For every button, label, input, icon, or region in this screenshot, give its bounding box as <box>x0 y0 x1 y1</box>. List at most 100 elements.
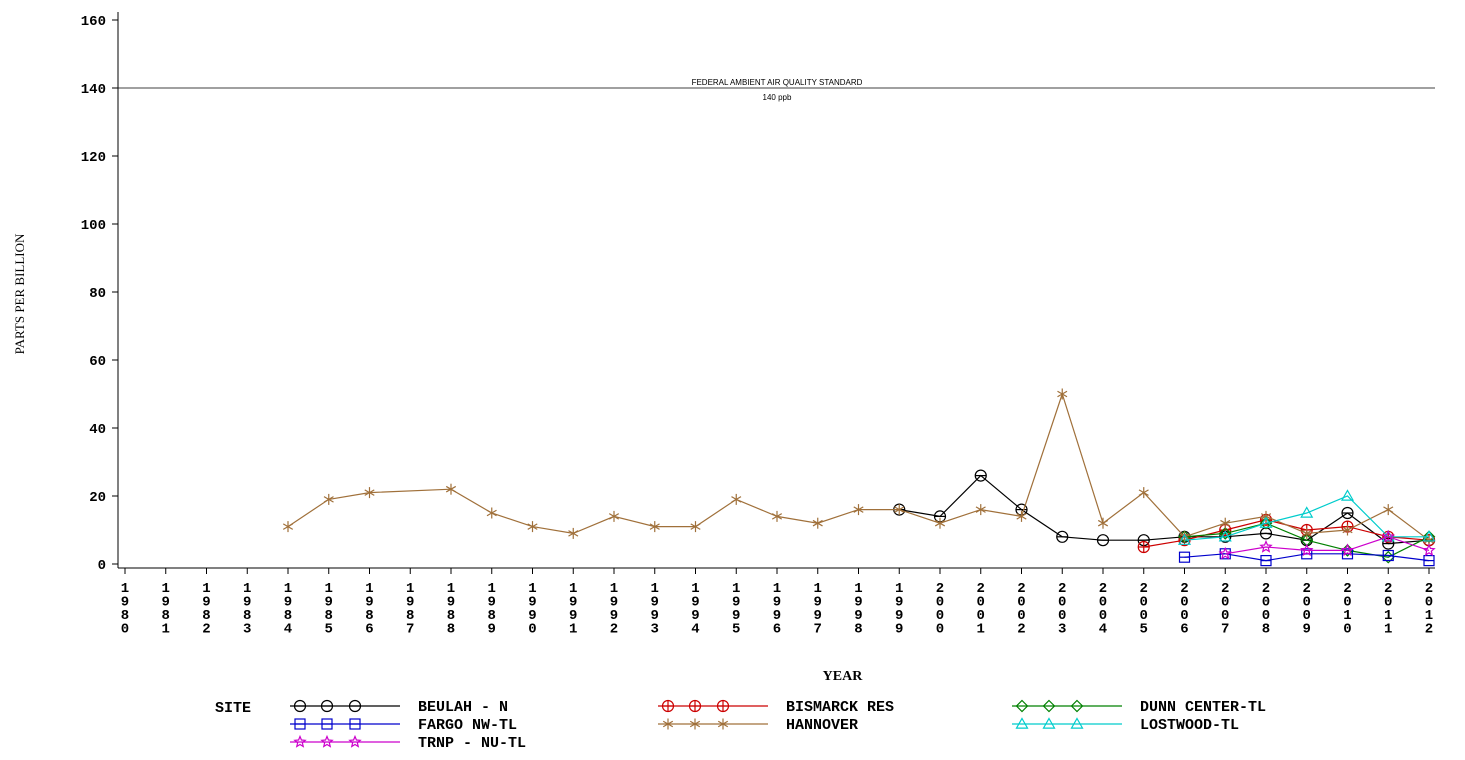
series-line <box>1184 522 1430 558</box>
legend-label: BISMARCK RES <box>786 699 894 716</box>
data-point <box>1340 489 1355 501</box>
data-point <box>323 496 334 503</box>
x-axis-title: YEAR <box>823 669 864 684</box>
legend-label: HANNOVER <box>786 717 858 734</box>
y-tick-label: 100 <box>81 218 106 234</box>
data-point <box>1422 543 1436 557</box>
legend-marker <box>689 720 701 728</box>
y-tick-label: 160 <box>81 14 106 30</box>
data-point <box>1179 533 1190 541</box>
data-point <box>1218 546 1232 560</box>
data-point <box>649 523 660 530</box>
y-tick-label: 120 <box>81 150 106 166</box>
data-point <box>1259 516 1273 528</box>
data-point <box>975 506 986 513</box>
y-tick-label: 140 <box>81 82 106 98</box>
data-point <box>1259 539 1273 553</box>
data-point <box>1423 536 1435 544</box>
data-point <box>1381 530 1395 542</box>
series-trnp-nu-tl <box>1218 529 1436 560</box>
legend-marker <box>1042 699 1056 713</box>
reference-line-sublabel: 140 ppb <box>763 93 792 102</box>
data-point <box>934 519 946 527</box>
legend-marker <box>1015 699 1029 713</box>
y-tick-label: 0 <box>98 558 106 574</box>
data-point <box>731 496 742 503</box>
data-point <box>1383 506 1394 513</box>
data-point <box>1300 543 1314 557</box>
data-point <box>812 519 823 527</box>
data-point <box>1259 516 1273 530</box>
data-point <box>1220 519 1231 527</box>
series-fargo-nw-tl <box>1178 548 1435 567</box>
legend-marker <box>662 720 674 728</box>
y-tick-label: 80 <box>89 286 106 302</box>
series-beulah-n <box>893 469 1436 550</box>
data-point <box>527 523 538 530</box>
data-point <box>1422 530 1436 542</box>
legend-item: BISMARCK RES <box>658 699 894 716</box>
series-line <box>899 474 1430 545</box>
data-point <box>1340 543 1355 557</box>
legend-item: DUNN CENTER-TL <box>1012 699 1266 716</box>
legend-label: BEULAH - N <box>418 699 508 716</box>
series-hannover <box>282 388 1435 546</box>
data-point <box>1097 519 1109 527</box>
legend-marker <box>320 734 334 748</box>
data-point <box>1381 529 1395 543</box>
legend-marker <box>1070 717 1084 729</box>
legend-item: HANNOVER <box>658 717 858 734</box>
data-point <box>1138 489 1149 496</box>
legend-marker <box>293 734 307 748</box>
legend-marker <box>1015 717 1029 729</box>
y-axis-title: PARTS PER BILLION <box>12 233 27 354</box>
data-point <box>1057 390 1068 398</box>
data-point <box>1016 513 1027 520</box>
data-point <box>445 485 457 493</box>
data-point <box>894 506 905 513</box>
reference-line-label: FEDERAL AMBIENT AIR QUALITY STANDARD <box>692 78 863 87</box>
legend-label: LOSTWOOD-TL <box>1140 717 1239 734</box>
data-point <box>1301 530 1312 537</box>
legend-item: TRNP - NU-TL <box>290 734 526 752</box>
data-point <box>1300 506 1314 518</box>
y-tick-label: 20 <box>89 490 106 506</box>
legend-marker <box>717 720 729 728</box>
data-point <box>282 523 294 530</box>
data-point <box>608 513 620 520</box>
series-dunn-center-tl <box>1178 516 1436 564</box>
data-point <box>1342 526 1353 534</box>
series-line <box>1225 536 1430 555</box>
y-tick-label: 40 <box>89 422 106 438</box>
legend-item: BEULAH - N <box>290 699 508 716</box>
legend-item: FARGO NW-TL <box>290 717 517 734</box>
data-point <box>1260 513 1272 520</box>
